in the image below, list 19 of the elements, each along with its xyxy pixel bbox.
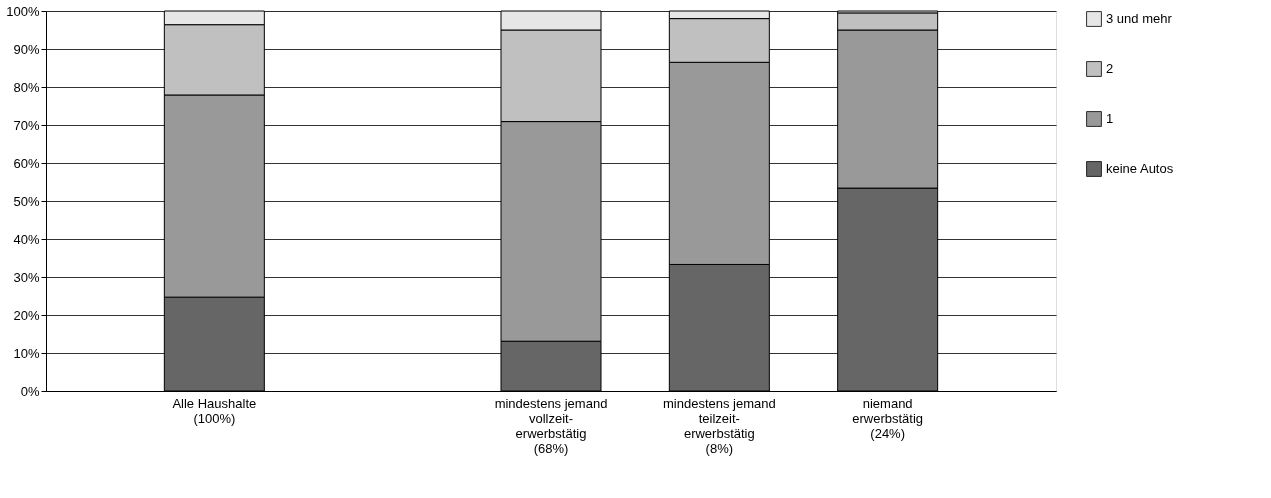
- y-tick-label: 20%: [13, 307, 40, 323]
- y-tick-label: 40%: [13, 231, 40, 247]
- legend-label: 3 und mehr: [1106, 11, 1173, 26]
- x-tick-label: niemand erwerbstätig (24%): [852, 395, 924, 441]
- x-tick-label: Alle Haushalte (100%): [172, 395, 257, 426]
- y-tick-label: 60%: [13, 155, 40, 171]
- legend-label: keine Autos: [1106, 161, 1174, 176]
- y-tick-label: 0%: [20, 383, 40, 399]
- y-tick-label: 80%: [13, 79, 40, 95]
- y-tick-label: 90%: [13, 41, 40, 57]
- legend-label: 2: [1106, 61, 1114, 76]
- x-tick-label: mindestens jemand teilzeit- erwerbstätig (8%): [662, 395, 776, 456]
- y-tick-label: 70%: [13, 117, 40, 133]
- y-tick-label: 30%: [13, 269, 40, 285]
- y-tick-label: 50%: [13, 193, 40, 209]
- y-tick-label: 10%: [13, 345, 40, 361]
- x-tick-label: mindestens jemand vollzeit- erwerbstätig (68%): [494, 395, 608, 456]
- y-tick-label: 100%: [6, 3, 40, 19]
- legend-label: 1: [1106, 111, 1114, 126]
